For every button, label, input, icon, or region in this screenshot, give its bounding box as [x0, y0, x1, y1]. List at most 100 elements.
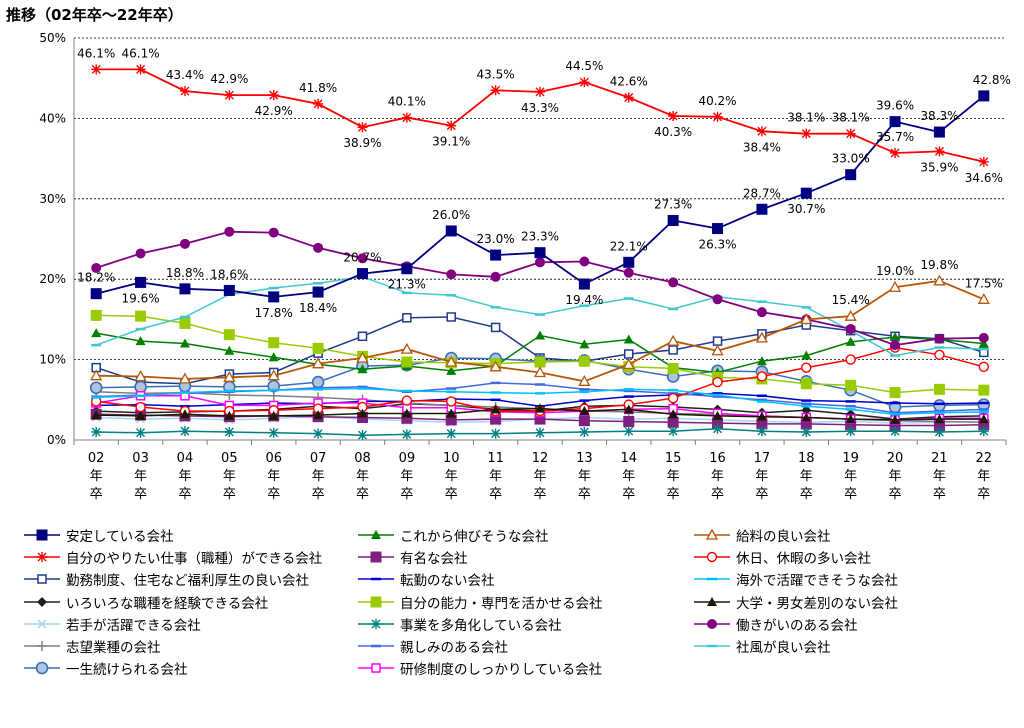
data-point [371, 663, 381, 673]
legend-swatch [694, 551, 730, 563]
data-point [445, 225, 457, 237]
legend-label: 安定している会社 [66, 529, 174, 545]
x-tick-label: 年 [755, 469, 768, 484]
data-label: 43.4% [166, 68, 204, 82]
data-point [890, 340, 901, 351]
legend-label: 若手が活躍できる会社 [66, 617, 201, 634]
data-point [490, 322, 501, 333]
x-tick-label: 年 [134, 469, 147, 484]
data-point [712, 294, 723, 305]
data-point [934, 349, 945, 360]
data-point [223, 370, 236, 382]
data-point [978, 384, 990, 396]
legend-label: 志望業種の会社 [66, 640, 161, 656]
data-point [978, 426, 989, 437]
x-tick-label: 18 [798, 451, 815, 466]
data-label: 19.8% [920, 258, 958, 272]
legend-label: 勤務制度、住宅など福利厚生の良い会社 [66, 573, 309, 590]
data-label: 17.5% [965, 276, 1003, 290]
legend-item: いろいろな職種を経験できる会社 [22, 591, 268, 613]
data-point [446, 365, 457, 375]
legend-item: 事業を多角化している会社 [356, 613, 562, 635]
data-label: 18.4% [299, 301, 337, 315]
chart-title: 推移（02年卒～22年卒） [6, 6, 183, 24]
x-tick-label: 卒 [578, 487, 591, 502]
data-point [667, 362, 679, 374]
data-label: 39.6% [876, 99, 914, 113]
data-point [756, 203, 768, 215]
x-tick-label: 卒 [533, 487, 546, 502]
x-tick-label: 11 [487, 451, 504, 466]
data-point [535, 427, 545, 438]
series-2 [91, 64, 989, 167]
data-point [91, 328, 102, 338]
data-point [578, 415, 590, 427]
data-point [90, 288, 102, 300]
legend-swatch [358, 663, 394, 673]
legend-item: 社風が良い会社 [692, 635, 831, 657]
data-point [446, 120, 457, 131]
data-label: 17.8% [255, 306, 293, 320]
data-point [534, 247, 546, 259]
x-tick-label: 16 [709, 451, 726, 466]
legend-item: 研修制度のしっかりしている会社 [356, 657, 602, 679]
x-tick-label: 卒 [356, 487, 369, 502]
data-point [890, 332, 901, 342]
data-label: 41.8% [299, 81, 337, 95]
data-point [223, 329, 235, 341]
data-point [268, 390, 279, 401]
data-point [579, 339, 590, 349]
data-point [845, 414, 856, 424]
data-label: 35.7% [876, 130, 914, 144]
data-point [934, 333, 945, 344]
data-point [401, 356, 413, 368]
legend-label: 大学・男女差別のない会社 [736, 595, 898, 612]
x-tick-label: 卒 [844, 487, 857, 502]
x-tick-label: 09 [399, 451, 416, 466]
data-point [357, 430, 368, 441]
x-tick-label: 卒 [755, 487, 768, 502]
data-point [978, 90, 990, 102]
data-point [622, 358, 635, 370]
legend-item: 志望業種の会社 [22, 635, 161, 657]
data-point [755, 331, 769, 343]
data-label: 43.5% [477, 67, 515, 81]
data-point [135, 427, 146, 438]
data-label: 34.6% [965, 171, 1003, 185]
data-point [667, 215, 679, 227]
data-point [978, 414, 989, 424]
data-point [179, 86, 190, 97]
data-point [311, 375, 325, 389]
data-point [91, 410, 102, 420]
data-label: 46.1% [77, 46, 115, 60]
legend-label: これから伸びそうな会社 [400, 529, 549, 545]
data-point [91, 262, 102, 273]
data-point [179, 238, 190, 249]
x-tick-label: 年 [223, 469, 236, 484]
data-point [707, 618, 717, 629]
data-point [135, 276, 147, 288]
data-point [135, 64, 146, 75]
data-point [446, 269, 457, 280]
legend-swatch [694, 596, 730, 606]
data-label: 38.3% [920, 109, 958, 123]
series-15 [90, 274, 990, 386]
data-point [800, 187, 812, 199]
data-label: 43.3% [521, 101, 559, 115]
legend-label: 有名な会社 [400, 551, 468, 568]
data-label: 35.9% [920, 160, 958, 174]
data-point [268, 291, 280, 303]
data-point [313, 410, 324, 420]
series-12 [91, 423, 989, 441]
x-tick-label: 卒 [445, 487, 458, 502]
x-tick-label: 卒 [622, 487, 635, 502]
x-tick-label: 20 [887, 451, 904, 466]
data-point [490, 428, 501, 439]
data-point [845, 169, 857, 181]
data-point [706, 551, 718, 563]
legend-swatch [694, 578, 730, 581]
data-point [933, 383, 945, 395]
data-point [534, 356, 546, 368]
data-point [179, 409, 190, 419]
x-tick-label: 19 [842, 451, 859, 466]
